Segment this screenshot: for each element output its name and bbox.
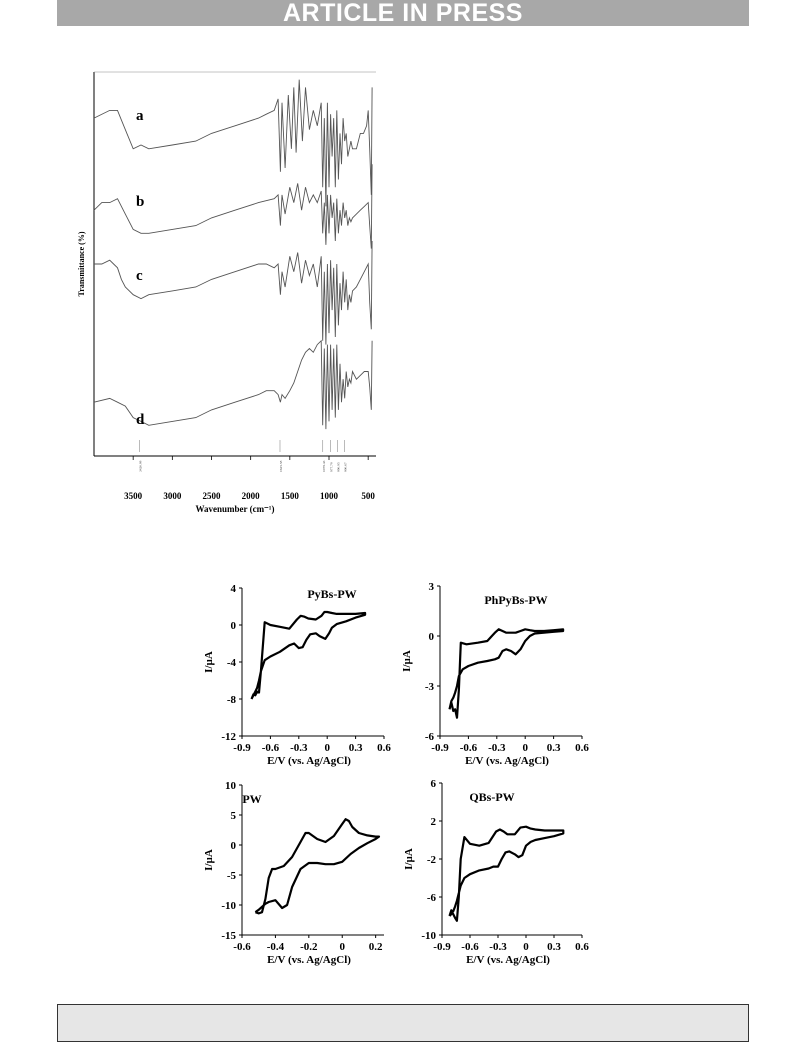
ir-x-tick-label: 3500 (124, 491, 142, 501)
qbs-pw-x-tick-label: -0.6 (461, 941, 479, 953)
ir-x-tick-label: 1000 (320, 491, 339, 501)
pw-y-tick-label: -10 (221, 900, 236, 912)
ir-annotation-label: 1079.43 (322, 460, 326, 472)
cv-panel-phpybs-pw: 3 0 -3 -6-0.9 -0.6 -0.3 0 0.3 0.6 PhPyBs-PW E/V (v… (401, 581, 589, 767)
ir-label-a: a (136, 108, 144, 124)
ir-label-d: d (136, 412, 145, 428)
ir-curve-labels: a b c d (136, 108, 145, 428)
ir-x-axis-ticks: 3500 3000 2500 2000 1500 1000 500 (124, 456, 375, 501)
phpybs-pw-y-tick-label: 0 (429, 631, 435, 643)
article-in-press-banner: ARTICLE IN PRESS (57, 0, 749, 26)
ir-curve-b (93, 164, 373, 249)
pybs-pw-y-tick-label: -12 (221, 731, 236, 743)
qbs-pw-y-tick-label: 6 (431, 778, 437, 790)
ir-x-axis-label: Wavenumber (cm⁻¹) (195, 504, 274, 514)
qbs-pw-x-axis-label: E/V (vs. Ag/AgCl) (466, 954, 550, 966)
ir-curve-c (94, 240, 373, 345)
cv-panel-pybs-pw: 4 0 -4 -8 -12-0.9 -0.6 -0.3 0 0.3 0.6 PyBs-PW E/V (… (203, 583, 391, 767)
pw-y-tick-label: 5 (231, 810, 237, 822)
ir-x-tick-label: 2000 (242, 491, 261, 501)
qbs-pw-x-tick-label: 0 (523, 941, 529, 953)
pw-title: PW (242, 792, 261, 806)
ir-x-tick-label: 1500 (281, 491, 300, 501)
pybs-pw-x-tick-label: -0.6 (262, 742, 280, 754)
phpybs-pw-x-tick-label: 0.6 (575, 742, 589, 754)
ir-peak-annotations: 3420.88 1625.58 1079.43 977.78 890.95 800.67 (138, 440, 348, 472)
pybs-pw-y-tick-label: -4 (227, 657, 237, 669)
ir-annotation-label: 800.67 (344, 462, 348, 472)
pybs-pw-cv-curve (250, 610, 367, 700)
ir-annotation-label: 890.95 (337, 462, 341, 472)
phpybs-pw-x-tick-label: 0.3 (547, 742, 561, 754)
pw-y-axis-label: I/µA (203, 849, 215, 871)
phpybs-pw-x-tick-label: 0 (522, 742, 528, 754)
qbs-pw-y-tick-label: 2 (431, 816, 437, 828)
pybs-pw-x-tick-label: 0.3 (349, 742, 363, 754)
cv-panel-qbs-pw: 6 2 -2 -6 -10-0.9 -0.6 -0.3 0 0.3 0.6 QBs-PW E/V (v… (403, 778, 589, 966)
ir-annotation-label: 977.78 (330, 462, 334, 472)
ir-spectra-curves (93, 79, 373, 430)
ir-label-c: c (136, 268, 143, 284)
phpybs-pw-y-tick-label: -6 (425, 731, 435, 743)
pw-y-tick-label: 0 (231, 840, 237, 852)
pw-x-axis-label: E/V (vs. Ag/AgCl) (267, 954, 351, 966)
pybs-pw-x-axis-label: E/V (vs. Ag/AgCl) (267, 755, 351, 767)
ir-y-axis-label: Transmittance (%) (77, 231, 86, 296)
ir-spectra-figure: a b c d 3420.88 1625.58 1079.43 977.78 890.95 80… (77, 71, 376, 514)
pybs-pw-x-tick-label: -0.9 (233, 742, 251, 754)
pybs-pw-title: PyBs-PW (307, 587, 356, 601)
pybs-pw-y-tick-label: 0 (231, 620, 237, 632)
pw-y-tick-label: 10 (225, 780, 237, 792)
pw-x-tick-label: -0.4 (267, 941, 285, 953)
pw-x-tick-label: -0.6 (233, 941, 251, 953)
pybs-pw-y-tick-label: -8 (227, 694, 237, 706)
pw-x-tick-label: 0 (339, 941, 345, 953)
pw-y-tick-label: -15 (221, 930, 236, 942)
qbs-pw-y-tick-label: -6 (427, 892, 437, 904)
phpybs-pw-x-tick-label: -0.6 (460, 742, 478, 754)
pw-cv-curve (254, 818, 381, 915)
phpybs-pw-y-tick-label: 3 (429, 581, 435, 593)
qbs-pw-y-tick-label: -2 (427, 854, 437, 866)
ir-x-tick-label: 3000 (163, 491, 182, 501)
ir-x-tick-label: 2500 (203, 491, 222, 501)
pw-x-tick-label: 0.2 (369, 941, 383, 953)
qbs-pw-x-tick-label: -0.3 (489, 941, 507, 953)
phpybs-pw-y-axis-label: I/µA (401, 650, 413, 672)
pybs-pw-x-tick-label: -0.3 (290, 742, 308, 754)
pw-y-tick-label: -5 (227, 870, 237, 882)
ir-annotation-label: 1625.58 (279, 460, 283, 472)
qbs-pw-cv-curve (448, 825, 565, 922)
ir-curve-d (93, 339, 373, 430)
qbs-pw-x-tick-label: 0.3 (547, 941, 561, 953)
ir-label-b: b (136, 194, 144, 210)
ir-annotation-label: 3420.88 (138, 460, 142, 472)
ir-x-tick-label: 500 (361, 491, 375, 501)
qbs-pw-x-tick-label: -0.9 (433, 941, 451, 953)
footer-citation-box (57, 1004, 749, 1042)
phpybs-pw-title: PhPyBs-PW (484, 593, 547, 607)
phpybs-pw-cv-curve (448, 628, 565, 719)
pybs-pw-y-tick-label: 4 (231, 583, 237, 595)
qbs-pw-y-tick-label: -10 (421, 930, 436, 942)
pybs-pw-x-tick-label: 0 (324, 742, 330, 754)
cv-panel-pw: 10 5 0 -5 -10 -15-0.6 -0.4 -0.2 0 0.2 PW E/V (vs. A… (203, 780, 384, 966)
ir-curve-a (93, 79, 373, 207)
pybs-pw-y-axis-label: I/µA (203, 651, 215, 673)
phpybs-pw-x-tick-label: -0.9 (431, 742, 449, 754)
phpybs-pw-y-tick-label: -3 (425, 681, 435, 693)
qbs-pw-y-axis-label: I/µA (403, 848, 415, 870)
pybs-pw-x-tick-label: 0.6 (377, 742, 391, 754)
phpybs-pw-x-axis-label: E/V (vs. Ag/AgCl) (465, 755, 549, 767)
phpybs-pw-x-tick-label: -0.3 (488, 742, 506, 754)
pw-x-tick-label: -0.2 (300, 941, 318, 953)
qbs-pw-title: QBs-PW (469, 790, 514, 804)
qbs-pw-x-tick-label: 0.6 (575, 941, 589, 953)
